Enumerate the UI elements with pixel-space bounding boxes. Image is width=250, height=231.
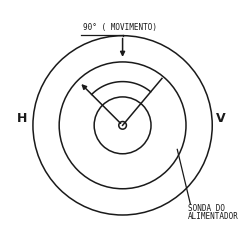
Text: ALIMENTADOR: ALIMENTADOR — [188, 212, 239, 221]
Text: V: V — [216, 112, 226, 125]
Text: H: H — [17, 112, 27, 125]
Text: 90° ( MOVIMENTO): 90° ( MOVIMENTO) — [83, 23, 157, 32]
Text: SONDA DO: SONDA DO — [188, 204, 225, 213]
